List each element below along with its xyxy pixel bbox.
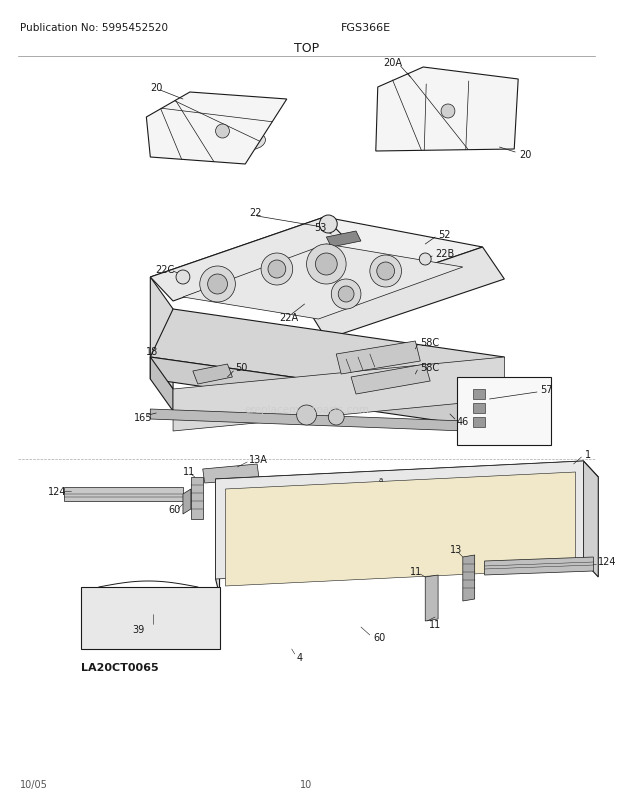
- Text: TOP: TOP: [294, 42, 319, 55]
- Text: 60: 60: [168, 504, 180, 514]
- Text: 20: 20: [150, 83, 162, 93]
- Bar: [472, 403, 485, 414]
- Text: 22: 22: [249, 208, 262, 217]
- Bar: [472, 390, 485, 399]
- Text: 58C: 58C: [420, 338, 440, 347]
- Circle shape: [208, 274, 228, 294]
- Polygon shape: [150, 310, 504, 404]
- Text: 124: 124: [598, 557, 617, 566]
- Text: 11: 11: [183, 467, 195, 476]
- Bar: [472, 418, 485, 427]
- Polygon shape: [351, 365, 430, 395]
- Polygon shape: [226, 472, 575, 586]
- Polygon shape: [193, 365, 232, 384]
- Text: 10: 10: [301, 779, 312, 789]
- Polygon shape: [336, 342, 420, 375]
- Text: 46: 46: [457, 416, 469, 427]
- Text: 22A: 22A: [279, 313, 298, 322]
- Circle shape: [377, 263, 394, 281]
- Circle shape: [331, 280, 361, 310]
- Text: 60: 60: [374, 632, 386, 642]
- Polygon shape: [150, 410, 465, 431]
- Ellipse shape: [412, 121, 439, 139]
- Text: 22C: 22C: [155, 265, 174, 274]
- Polygon shape: [216, 461, 598, 496]
- Text: 124: 124: [48, 486, 66, 496]
- Polygon shape: [326, 232, 361, 248]
- Polygon shape: [203, 464, 259, 484]
- Text: 1: 1: [585, 449, 591, 460]
- Bar: [457, 378, 551, 445]
- Circle shape: [329, 410, 344, 426]
- Polygon shape: [150, 358, 482, 427]
- Circle shape: [338, 286, 354, 302]
- Text: a: a: [379, 476, 383, 482]
- Circle shape: [319, 216, 337, 233]
- Polygon shape: [376, 68, 518, 152]
- Polygon shape: [191, 477, 203, 520]
- Polygon shape: [173, 358, 504, 431]
- Ellipse shape: [398, 92, 423, 108]
- Polygon shape: [146, 93, 287, 164]
- Text: 11: 11: [410, 566, 423, 577]
- Circle shape: [306, 245, 346, 285]
- Circle shape: [200, 267, 236, 302]
- Ellipse shape: [477, 92, 502, 108]
- Polygon shape: [183, 489, 191, 514]
- Circle shape: [419, 253, 431, 265]
- Text: 4: 4: [297, 652, 303, 662]
- Circle shape: [261, 253, 293, 286]
- Polygon shape: [150, 277, 173, 390]
- Polygon shape: [150, 358, 173, 411]
- Polygon shape: [81, 587, 219, 649]
- Polygon shape: [485, 557, 593, 575]
- Text: 13A: 13A: [249, 455, 268, 464]
- Polygon shape: [183, 245, 463, 320]
- Text: Publication No: 5995452520: Publication No: 5995452520: [20, 23, 168, 33]
- Text: 52: 52: [438, 229, 451, 240]
- Polygon shape: [425, 575, 438, 622]
- Circle shape: [216, 125, 229, 139]
- Ellipse shape: [225, 114, 250, 130]
- Ellipse shape: [184, 120, 211, 139]
- Polygon shape: [306, 248, 504, 339]
- Ellipse shape: [239, 133, 265, 151]
- Text: 18: 18: [146, 346, 159, 357]
- Polygon shape: [150, 217, 346, 302]
- Text: 39: 39: [132, 624, 144, 634]
- Text: 50: 50: [236, 363, 248, 373]
- Text: 13: 13: [450, 545, 462, 554]
- Text: FGS366E: FGS366E: [341, 23, 391, 33]
- Text: 22B: 22B: [435, 249, 454, 259]
- Ellipse shape: [451, 119, 479, 137]
- Text: 165: 165: [133, 412, 152, 423]
- Text: 58C: 58C: [420, 363, 440, 373]
- Ellipse shape: [193, 139, 223, 157]
- Text: ereplacementparts.com: ereplacementparts.com: [244, 404, 369, 415]
- Polygon shape: [150, 217, 482, 308]
- Polygon shape: [583, 461, 598, 577]
- Polygon shape: [216, 480, 219, 595]
- Text: 10/05: 10/05: [20, 779, 48, 789]
- Circle shape: [176, 270, 190, 285]
- Circle shape: [268, 261, 286, 278]
- Text: 11: 11: [429, 619, 441, 630]
- Polygon shape: [216, 461, 583, 579]
- Text: 20A: 20A: [384, 58, 403, 68]
- Text: LA20CT0065: LA20CT0065: [81, 662, 159, 672]
- Text: 20: 20: [519, 150, 531, 160]
- Circle shape: [316, 253, 337, 276]
- Polygon shape: [64, 488, 183, 501]
- Ellipse shape: [436, 87, 464, 103]
- Text: 53: 53: [314, 223, 327, 233]
- Text: 57: 57: [540, 384, 552, 395]
- Circle shape: [441, 105, 455, 119]
- Polygon shape: [463, 555, 475, 602]
- Circle shape: [297, 406, 316, 426]
- Circle shape: [370, 256, 402, 288]
